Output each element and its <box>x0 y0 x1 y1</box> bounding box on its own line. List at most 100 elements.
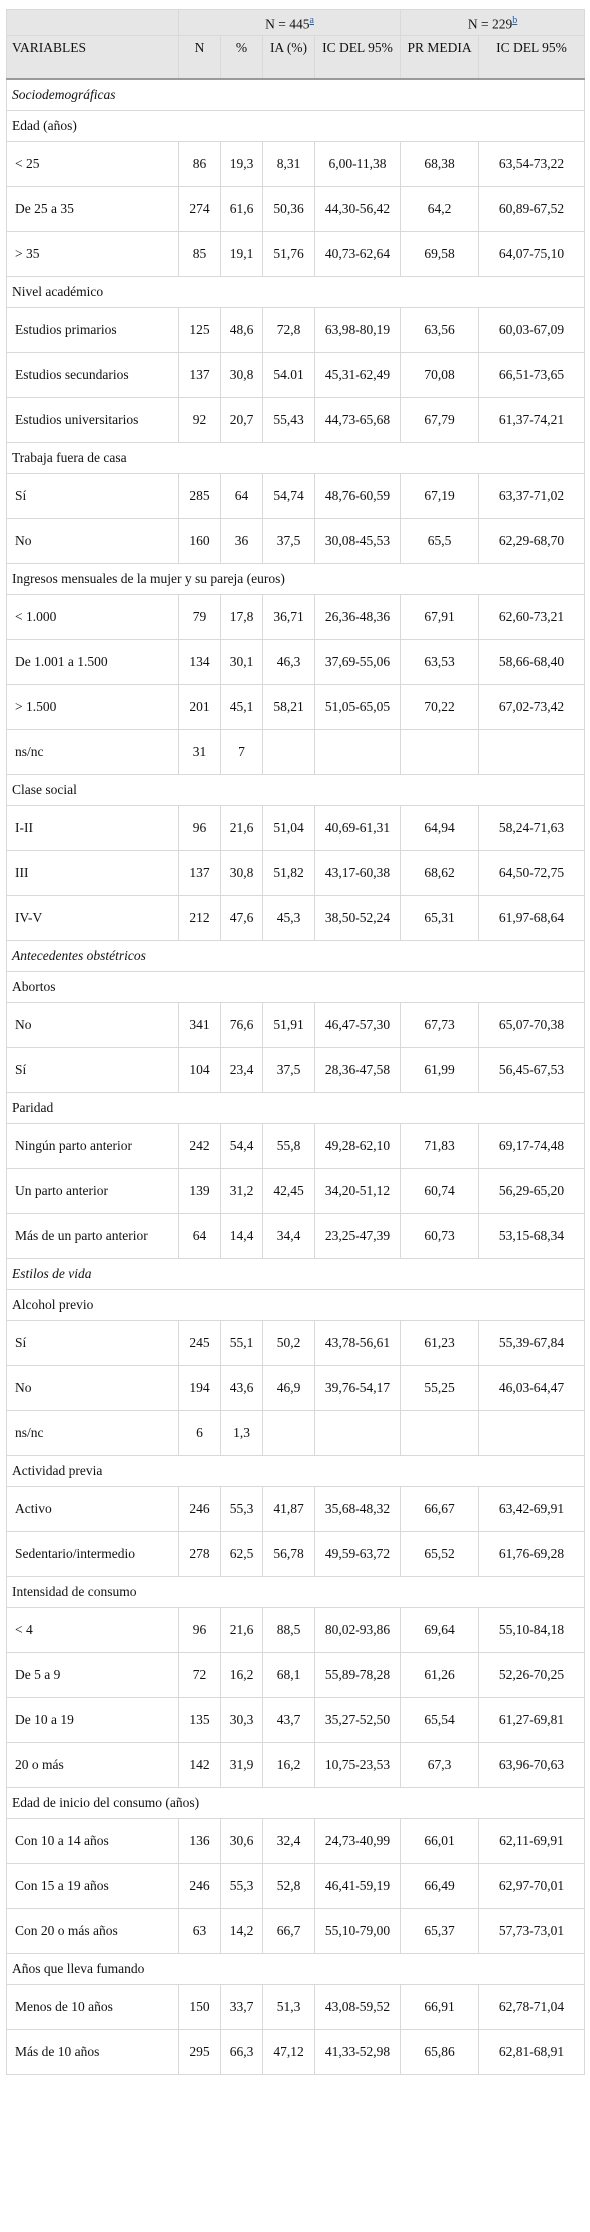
section-title: Estilos de vida <box>5 1257 586 1290</box>
cell-pr-media: 63,56 <box>400 306 480 353</box>
table-row: Ningún parto anterior 242 54,4 55,8 49,28-62… <box>6 1122 586 1169</box>
cell-n: 341 <box>178 1001 221 1048</box>
cell-ic-95-b: 61,97-68,64 <box>478 894 586 941</box>
cell-ic-95-b: 62,78-71,04 <box>478 1983 586 2030</box>
cell-ia: 51,04 <box>262 804 315 851</box>
cell-n: 245 <box>178 1319 221 1366</box>
cell-pr-media: 60,73 <box>400 1212 480 1259</box>
section-row: Antecedentes obstétricos <box>5 939 586 972</box>
table-row: < 1.000 79 17,8 36,71 26,36-48,36 67,91 62,60-… <box>6 593 586 640</box>
cell-n: 201 <box>178 683 221 730</box>
table-row: Más de 10 años 295 66,3 47,12 41,33-52,98 65,… <box>6 2028 586 2075</box>
cell-pr-media: 64,94 <box>400 804 480 851</box>
cell-percent: 19,3 <box>220 140 263 187</box>
cell-ia: 32,4 <box>262 1817 315 1864</box>
cell-ia: 36,71 <box>262 593 315 640</box>
cell-pr-media: 64,2 <box>400 185 480 232</box>
cell-n: 242 <box>178 1122 221 1169</box>
cell-ic-95-a: 40,73-62,64 <box>313 230 402 277</box>
group-row: Actividad previa <box>5 1454 586 1487</box>
cell-percent: 54,4 <box>220 1122 263 1169</box>
group-title: Abortos <box>5 970 586 1003</box>
cell-ic-95-b: 67,02-73,42 <box>478 683 586 730</box>
cell-percent: 33,7 <box>220 1983 263 2030</box>
row-variable: ns/nc <box>6 728 179 775</box>
table-row: Sí 104 23,4 37,5 28,36-47,58 61,99 56,45-67,53 <box>6 1046 586 1093</box>
cell-ic-95-a: 51,05-65,05 <box>313 683 402 730</box>
cell-n: 125 <box>178 306 221 353</box>
cell-ic-95-b <box>478 728 586 775</box>
cell-pr-media: 60,74 <box>400 1167 480 1214</box>
table-row: De 1.001 a 1.500 134 30,1 46,3 37,69-55,06 63… <box>6 638 586 685</box>
cell-ic-95-b: 63,54-73,22 <box>478 140 586 187</box>
cell-percent: 76,6 <box>220 1001 263 1048</box>
cell-ic-95-b: 58,24-71,63 <box>478 804 586 851</box>
cell-pr-media: 65,31 <box>400 894 480 941</box>
cell-ic-95-a: 49,28-62,10 <box>313 1122 402 1169</box>
cell-percent: 36 <box>220 517 263 564</box>
cell-ic-95-b: 65,07-70,38 <box>478 1001 586 1048</box>
table-row: Estudios secundarios 137 30,8 54.01 45,31-62… <box>6 351 586 398</box>
cell-n: 285 <box>178 472 221 519</box>
cell-pr-media: 68,38 <box>400 140 480 187</box>
cell-n: 31 <box>178 728 221 775</box>
table-row: De 10 a 19 135 30,3 43,7 35,27-52,50 65,54 61,… <box>6 1696 586 1743</box>
cell-ia: 47,12 <box>262 2028 315 2075</box>
cell-ic-95-a <box>313 1409 402 1456</box>
row-variable: No <box>6 1364 179 1411</box>
cell-ic-95-b: 60,03-67,09 <box>478 306 586 353</box>
group-title: Edad de inicio del consumo (años) <box>5 1786 586 1819</box>
cell-ic-95-a: 55,89-78,28 <box>313 1651 402 1698</box>
cell-ic-95-b: 62,11-69,91 <box>478 1817 586 1864</box>
cell-ia: 42,45 <box>262 1167 315 1214</box>
cell-n: 86 <box>178 140 221 187</box>
cell-ia: 56,78 <box>262 1530 315 1577</box>
group2-footnote-link[interactable]: b <box>512 15 518 26</box>
group1-footnote-link[interactable]: a <box>309 15 314 26</box>
cell-n: 139 <box>178 1167 221 1214</box>
cell-n: 212 <box>178 894 221 941</box>
cell-n: 85 <box>178 230 221 277</box>
row-variable: III <box>6 849 179 896</box>
row-variable: 20 o más <box>6 1741 179 1788</box>
table-row: No 341 76,6 51,91 46,47-57,30 67,73 65,07-70,3… <box>6 1001 586 1048</box>
table-row: Estudios universitarios 92 20,7 55,43 44,73-… <box>6 396 586 443</box>
cell-n: 104 <box>178 1046 221 1093</box>
row-variable: Más de un parto anterior <box>6 1212 179 1259</box>
row-variable: Un parto anterior <box>6 1167 179 1214</box>
cell-n: 136 <box>178 1817 221 1864</box>
table-row: < 4 96 21,6 88,5 80,02-93,86 69,64 55,10-84,18 <box>6 1606 586 1653</box>
results-table-container: N = 445a N = 229b VARIABLES N % IA (%) I… <box>5 9 586 2075</box>
table-row: < 25 86 19,3 8,31 6,00-11,38 68,38 63,54-73,22 <box>6 140 586 187</box>
cell-ic-95-a: 28,36-47,58 <box>313 1046 402 1093</box>
cell-ic-95-b: 55,39-67,84 <box>478 1319 586 1366</box>
table-row: Con 20 o más años 63 14,2 66,7 55,10-79,00 65… <box>6 1907 586 1954</box>
row-variable: Menos de 10 años <box>6 1983 179 2030</box>
cell-percent: 30,1 <box>220 638 263 685</box>
table-row: ns/nc 31 7 <box>6 728 586 775</box>
cell-percent: 55,3 <box>220 1485 263 1532</box>
row-variable: Sí <box>6 1319 179 1366</box>
table-row: Con 10 a 14 años 136 30,6 32,4 24,73-40,99 66… <box>6 1817 586 1864</box>
cell-ic-95-a: 24,73-40,99 <box>313 1817 402 1864</box>
table-row: IV-V 212 47,6 45,3 38,50-52,24 65,31 61,97-68,… <box>6 894 586 941</box>
cell-percent: 55,1 <box>220 1319 263 1366</box>
row-variable: Con 15 a 19 años <box>6 1862 179 1909</box>
cell-pr-media: 67,79 <box>400 396 480 443</box>
cell-percent: 48,6 <box>220 306 263 353</box>
table-row: Un parto anterior 139 31,2 42,45 34,20-51,12… <box>6 1167 586 1214</box>
group1-label: N = 445 <box>265 16 310 32</box>
table-row: Menos de 10 años 150 33,7 51,3 43,08-59,52 66… <box>6 1983 586 2030</box>
cell-percent: 17,8 <box>220 593 263 640</box>
table-row: 20 o más 142 31,9 16,2 10,75-23,53 67,3 63,96-… <box>6 1741 586 1788</box>
cell-pr-media: 70,08 <box>400 351 480 398</box>
cell-ia: 34,4 <box>262 1212 315 1259</box>
group-title: Nivel académico <box>5 275 586 308</box>
table-row: III 137 30,8 51,82 43,17-60,38 68,62 64,50-72,… <box>6 849 586 896</box>
cell-pr-media: 66,49 <box>400 1862 480 1909</box>
cell-percent: 31,2 <box>220 1167 263 1214</box>
group-row: Alcohol previo <box>5 1288 586 1321</box>
cell-ic-95-a: 6,00-11,38 <box>313 140 402 187</box>
cell-pr-media: 66,67 <box>400 1485 480 1532</box>
cell-ic-95-a: 23,25-47,39 <box>313 1212 402 1259</box>
